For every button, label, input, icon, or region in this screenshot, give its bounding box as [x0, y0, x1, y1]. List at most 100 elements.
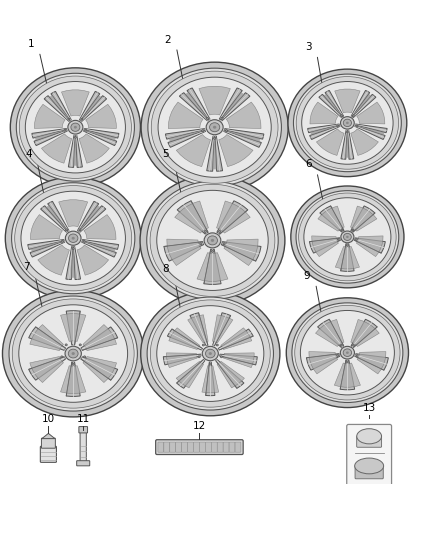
Polygon shape	[167, 239, 201, 265]
FancyBboxPatch shape	[77, 461, 90, 466]
Ellipse shape	[286, 298, 409, 408]
FancyBboxPatch shape	[211, 442, 217, 452]
Polygon shape	[81, 357, 118, 380]
FancyBboxPatch shape	[194, 442, 199, 452]
FancyBboxPatch shape	[223, 442, 229, 452]
Polygon shape	[223, 353, 254, 368]
Polygon shape	[202, 366, 219, 393]
FancyBboxPatch shape	[158, 442, 164, 452]
Polygon shape	[320, 206, 344, 232]
Polygon shape	[355, 125, 385, 140]
Polygon shape	[219, 134, 253, 167]
Polygon shape	[324, 94, 342, 116]
Polygon shape	[177, 360, 205, 389]
Polygon shape	[357, 125, 384, 135]
Polygon shape	[49, 95, 69, 119]
Ellipse shape	[221, 117, 223, 119]
Ellipse shape	[343, 349, 352, 357]
Polygon shape	[38, 245, 69, 275]
FancyBboxPatch shape	[155, 440, 243, 455]
Polygon shape	[219, 88, 242, 120]
Ellipse shape	[84, 356, 86, 358]
Polygon shape	[80, 205, 100, 230]
FancyBboxPatch shape	[217, 442, 223, 452]
Polygon shape	[34, 104, 65, 128]
Ellipse shape	[293, 74, 401, 172]
Ellipse shape	[68, 120, 83, 134]
Polygon shape	[216, 201, 250, 233]
Ellipse shape	[198, 356, 200, 358]
Polygon shape	[42, 433, 55, 439]
Polygon shape	[188, 315, 208, 343]
Polygon shape	[353, 94, 371, 116]
FancyBboxPatch shape	[347, 424, 392, 491]
Polygon shape	[351, 129, 378, 156]
Polygon shape	[179, 93, 208, 121]
Polygon shape	[86, 130, 116, 141]
Polygon shape	[49, 95, 69, 119]
Ellipse shape	[346, 361, 348, 363]
Polygon shape	[66, 311, 80, 345]
Polygon shape	[221, 328, 252, 350]
Polygon shape	[60, 313, 86, 342]
Polygon shape	[221, 241, 261, 261]
Polygon shape	[353, 94, 376, 118]
Polygon shape	[44, 95, 70, 122]
Ellipse shape	[65, 231, 81, 245]
Polygon shape	[46, 205, 67, 230]
Text: 3: 3	[305, 42, 312, 52]
Polygon shape	[59, 200, 88, 227]
Polygon shape	[61, 90, 89, 116]
Polygon shape	[207, 136, 214, 171]
Ellipse shape	[296, 77, 399, 169]
Ellipse shape	[355, 458, 384, 474]
Ellipse shape	[288, 69, 407, 176]
Text: 5: 5	[162, 149, 169, 159]
Polygon shape	[85, 241, 116, 252]
Polygon shape	[166, 128, 205, 139]
Ellipse shape	[353, 344, 354, 346]
FancyBboxPatch shape	[355, 466, 383, 479]
Polygon shape	[216, 360, 244, 389]
Polygon shape	[311, 125, 338, 135]
Ellipse shape	[216, 344, 218, 346]
Polygon shape	[355, 354, 389, 370]
Ellipse shape	[341, 115, 343, 116]
Ellipse shape	[356, 239, 357, 240]
Ellipse shape	[356, 354, 358, 357]
Ellipse shape	[200, 243, 202, 245]
Polygon shape	[199, 86, 230, 115]
Ellipse shape	[209, 363, 212, 365]
Polygon shape	[66, 362, 80, 397]
Polygon shape	[81, 241, 117, 257]
Polygon shape	[168, 131, 205, 147]
Polygon shape	[83, 357, 117, 383]
Ellipse shape	[141, 62, 288, 192]
Ellipse shape	[158, 77, 271, 177]
Polygon shape	[312, 236, 339, 256]
Polygon shape	[84, 128, 119, 138]
FancyBboxPatch shape	[40, 446, 57, 462]
Ellipse shape	[72, 248, 74, 249]
Polygon shape	[71, 249, 75, 278]
Polygon shape	[222, 92, 244, 118]
Ellipse shape	[19, 305, 127, 402]
Polygon shape	[86, 104, 117, 128]
Polygon shape	[77, 245, 109, 275]
Polygon shape	[74, 138, 77, 166]
Text: 11: 11	[77, 414, 90, 424]
Ellipse shape	[204, 233, 221, 248]
Polygon shape	[164, 241, 204, 261]
Polygon shape	[82, 95, 102, 119]
Polygon shape	[310, 238, 340, 253]
Polygon shape	[341, 244, 354, 271]
Text: 7: 7	[23, 262, 30, 272]
Polygon shape	[83, 130, 117, 146]
Ellipse shape	[81, 118, 83, 120]
Ellipse shape	[65, 346, 81, 361]
Polygon shape	[30, 325, 64, 351]
Polygon shape	[79, 206, 106, 232]
Polygon shape	[34, 130, 67, 146]
Ellipse shape	[11, 183, 135, 294]
FancyBboxPatch shape	[182, 442, 187, 452]
